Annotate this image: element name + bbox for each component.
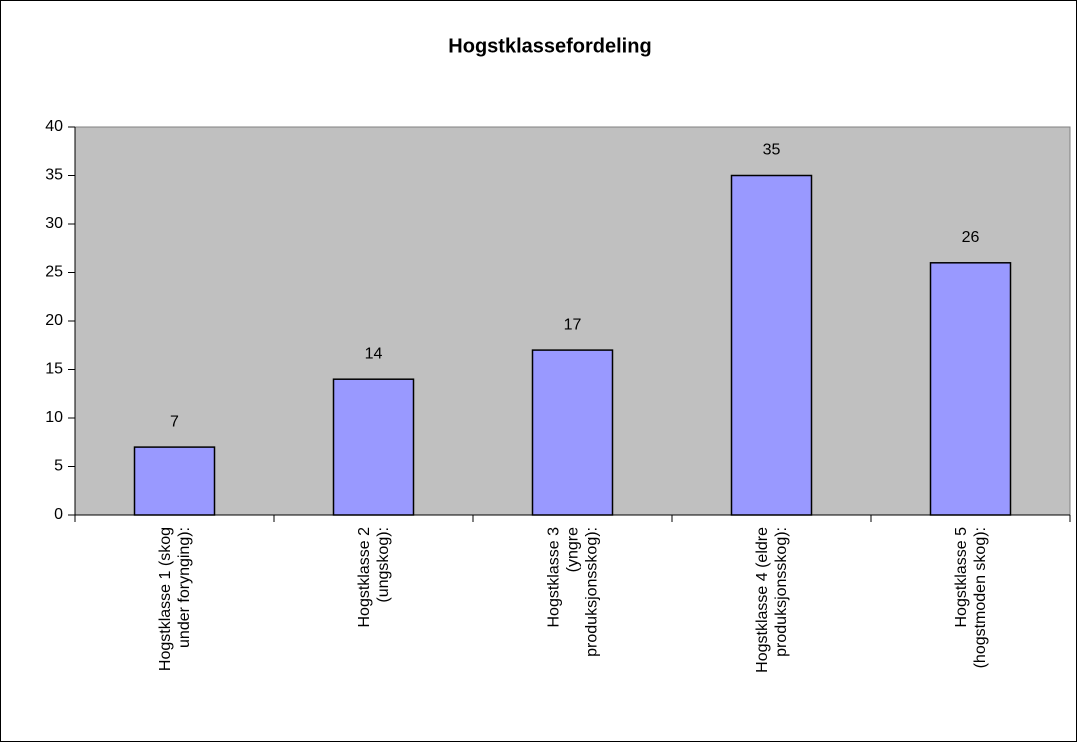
y-tick-label: 25 bbox=[45, 264, 63, 281]
bar bbox=[531, 349, 614, 516]
data-label: 17 bbox=[564, 316, 582, 333]
x-tick-label: Hogstklasse 3 (yngre produksjonsskog): bbox=[545, 527, 600, 657]
y-tick-label: 5 bbox=[54, 458, 63, 475]
data-label: 35 bbox=[763, 142, 781, 159]
y-tick-label: 40 bbox=[45, 118, 63, 135]
bar bbox=[929, 262, 1012, 516]
data-label: 7 bbox=[170, 413, 179, 430]
x-tick-label: Hogstklasse 1 (skog under forynging): bbox=[156, 527, 193, 672]
x-tick-label: Hogstklasse 5 (hogstmoden skog): bbox=[952, 527, 989, 669]
y-tick-label: 35 bbox=[45, 167, 63, 184]
y-tick-label: 10 bbox=[45, 409, 63, 426]
x-tick-label: Hogstklasse 4 (eldre produksjonsskog): bbox=[753, 527, 790, 673]
bar bbox=[133, 446, 216, 516]
bar bbox=[332, 378, 415, 516]
data-label: 14 bbox=[365, 345, 383, 362]
chart-title: Hogstklassefordeling bbox=[448, 35, 651, 57]
data-label: 26 bbox=[962, 229, 980, 246]
y-tick-label: 20 bbox=[45, 312, 63, 329]
y-tick-label: 30 bbox=[45, 215, 63, 232]
y-tick-label: 15 bbox=[45, 361, 63, 378]
bar bbox=[730, 174, 813, 516]
y-tick-label: 0 bbox=[54, 506, 63, 523]
x-tick-label: Hogstklasse 2 (ungskog): bbox=[355, 527, 392, 628]
